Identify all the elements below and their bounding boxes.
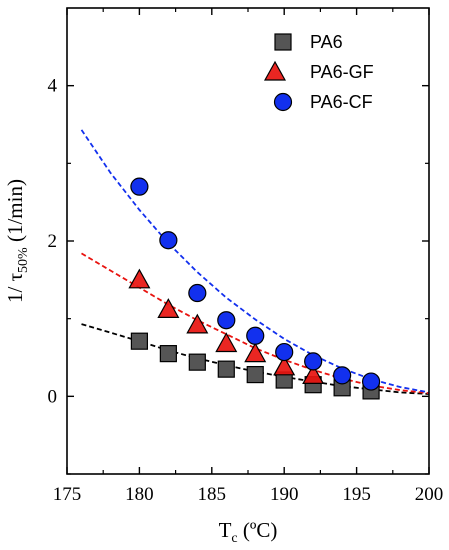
axis-ticks: 175 180 185 190 195 200 0 2 4: [48, 8, 444, 505]
data-point-circle: [361, 372, 381, 391]
legend-label: PA6-GF: [310, 62, 374, 82]
data-point-square: [217, 360, 235, 378]
y-tick-label: 2: [48, 231, 58, 252]
legend: PA6 PA6-GF PA6-CF: [263, 32, 374, 112]
y-tick-label: 4: [48, 76, 58, 97]
data-point-circle: [275, 342, 294, 362]
y-axis-title-main: 1/ τ: [3, 273, 27, 303]
data-point-square: [130, 332, 148, 350]
x-axis-title-subscript: c: [231, 531, 237, 546]
data-point-square: [159, 345, 177, 363]
legend-marker-circle: [273, 92, 293, 112]
data-point-triangle: [302, 364, 325, 384]
data-point-triangle: [186, 313, 209, 334]
y-axis-title: 1/ τ50% (1/min): [3, 179, 31, 303]
data-point-triangle: [273, 355, 296, 376]
legend-marker-square: [274, 33, 292, 51]
x-tick-label: 200: [415, 484, 444, 505]
data-point-square: [246, 365, 264, 384]
data-point-circle: [304, 352, 323, 371]
data-point-triangle: [128, 268, 151, 289]
data-point-circle: [246, 326, 265, 345]
y-axis-title-unit: (1/min): [3, 179, 27, 247]
data-point-circle: [188, 283, 207, 303]
y-tick-label: 0: [48, 386, 58, 407]
legend-label: PA6: [310, 32, 343, 52]
x-axis-title-unit: (ºC): [238, 518, 278, 542]
data-point-triangle: [215, 332, 238, 353]
data-markers: [128, 177, 381, 400]
x-axis-title: Tc (ºC): [219, 518, 278, 546]
x-tick-label: 180: [125, 484, 154, 505]
y-axis-title-subscript: 50%: [16, 247, 31, 273]
x-tick-label: 195: [342, 484, 371, 505]
data-point-triangle: [157, 298, 180, 318]
legend-marker-triangle: [263, 60, 287, 81]
legend-label: PA6-CF: [310, 92, 373, 112]
data-point-square: [188, 353, 206, 371]
data-point-circle: [333, 366, 352, 385]
x-axis-title-main: T: [219, 518, 232, 542]
data-point-circle: [159, 231, 178, 250]
data-point-circle: [217, 311, 236, 330]
data-point-triangle: [244, 342, 267, 363]
x-tick-label: 175: [53, 484, 82, 505]
fit-curve: [80, 129, 430, 394]
x-tick-label: 190: [270, 484, 299, 505]
data-point-circle: [130, 177, 149, 196]
x-tick-label: 185: [198, 484, 227, 505]
